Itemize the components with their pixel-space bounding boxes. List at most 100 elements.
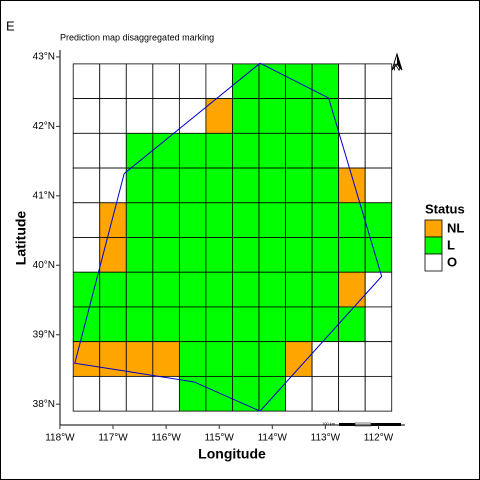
grid-cell xyxy=(285,167,313,204)
legend-label: NL xyxy=(447,220,464,235)
legend-label: O xyxy=(447,254,457,269)
grid-cell xyxy=(285,63,313,100)
grid-cell xyxy=(72,98,101,134)
grid-cell xyxy=(125,132,154,169)
grid-cell xyxy=(205,341,233,377)
grid-cell xyxy=(125,202,154,238)
grid-cell xyxy=(72,375,101,412)
grid-cell xyxy=(125,271,154,308)
grid-cell xyxy=(205,202,233,238)
grid-cell xyxy=(285,237,313,273)
grid-cell xyxy=(258,167,286,204)
grid-cell xyxy=(72,341,101,377)
grid-cell xyxy=(152,306,180,343)
grid-cell xyxy=(178,63,207,100)
grid-cell xyxy=(99,63,127,100)
legend-key xyxy=(424,219,443,238)
grid-cell xyxy=(364,341,393,377)
grid-cell xyxy=(178,132,207,169)
grid-cell xyxy=(178,98,207,134)
grid-cell xyxy=(99,341,127,377)
chart-title: Prediction map disaggregated marking xyxy=(60,32,214,42)
grid-cell xyxy=(258,132,286,169)
grid-cell xyxy=(178,237,207,273)
grid-cell xyxy=(232,237,260,273)
x-tick-label: 115°W xyxy=(204,433,234,444)
grid-cell xyxy=(364,132,393,169)
grid-cell xyxy=(99,202,127,238)
y-tick-label: 42°N xyxy=(33,121,55,132)
grid-cell xyxy=(152,63,180,100)
grid-cell xyxy=(125,237,154,273)
grid-cell xyxy=(311,341,340,377)
grid-cell xyxy=(311,375,340,412)
grid-cell xyxy=(99,237,127,273)
grid-cell xyxy=(178,306,207,343)
grid-cell xyxy=(338,375,366,412)
grid-cell xyxy=(99,271,127,308)
legend-label: L xyxy=(447,237,455,252)
grid-cell xyxy=(99,306,127,343)
grid-cell xyxy=(178,341,207,377)
x-tick-label: 112°W xyxy=(364,433,394,444)
grid-cell xyxy=(205,375,233,412)
boundary xyxy=(74,62,383,412)
grid-cell xyxy=(205,237,233,273)
grid-cell xyxy=(205,63,233,100)
north-label: N xyxy=(393,63,400,74)
x-tick-label: 114°W xyxy=(258,433,288,444)
grid-cell xyxy=(258,341,286,377)
grid-cell xyxy=(232,271,260,308)
grid-cell xyxy=(232,202,260,238)
panel-label: E xyxy=(6,18,15,33)
grid-cell xyxy=(72,271,101,308)
grid-cell xyxy=(364,63,393,100)
grid-cell xyxy=(338,237,366,273)
grid-cell xyxy=(232,375,260,412)
grid-cell xyxy=(152,202,180,238)
grid-cell xyxy=(232,132,260,169)
grid-cell xyxy=(72,63,101,100)
grid-cell xyxy=(205,167,233,204)
grid-cell xyxy=(125,98,154,134)
scale-label: 100 km xyxy=(322,421,336,426)
grid-cell xyxy=(72,167,101,204)
y-tick-label: 38°N xyxy=(33,399,55,410)
grid-cell xyxy=(311,237,340,273)
grid-cell xyxy=(152,132,180,169)
grid-cell xyxy=(72,202,101,238)
grid-cell xyxy=(338,341,366,377)
grid-cell xyxy=(338,306,366,343)
grid-cell xyxy=(152,271,180,308)
legend-title: Status xyxy=(425,201,465,216)
grid-cell xyxy=(285,306,313,343)
grid-cell xyxy=(258,271,286,308)
grid-cell xyxy=(152,341,180,377)
grid-cell xyxy=(258,98,286,134)
grid-cell xyxy=(311,167,340,204)
grid-cell xyxy=(338,271,366,308)
grid-cell xyxy=(232,98,260,134)
grid-cell xyxy=(311,132,340,169)
y-tick-label: 43°N xyxy=(33,52,55,63)
grid-cell xyxy=(285,375,313,412)
grid-cell xyxy=(285,132,313,169)
grid-cell xyxy=(338,132,366,169)
grid-cell xyxy=(125,167,154,204)
x-tick-label: 117°W xyxy=(98,433,128,444)
grid-cell xyxy=(285,271,313,308)
grid-cell xyxy=(232,341,260,377)
grid-cell xyxy=(232,63,260,100)
grid-cell xyxy=(232,167,260,204)
grid-cell xyxy=(258,375,286,412)
grid-cell xyxy=(72,306,101,343)
grid-cell xyxy=(125,63,154,100)
grid-cell xyxy=(311,98,340,134)
grid-cell xyxy=(232,306,260,343)
grid-cell xyxy=(125,375,154,412)
grid-cell xyxy=(205,306,233,343)
grid-cell xyxy=(178,202,207,238)
x-tick-label: 113°W xyxy=(311,433,341,444)
grid-cell xyxy=(364,98,393,134)
